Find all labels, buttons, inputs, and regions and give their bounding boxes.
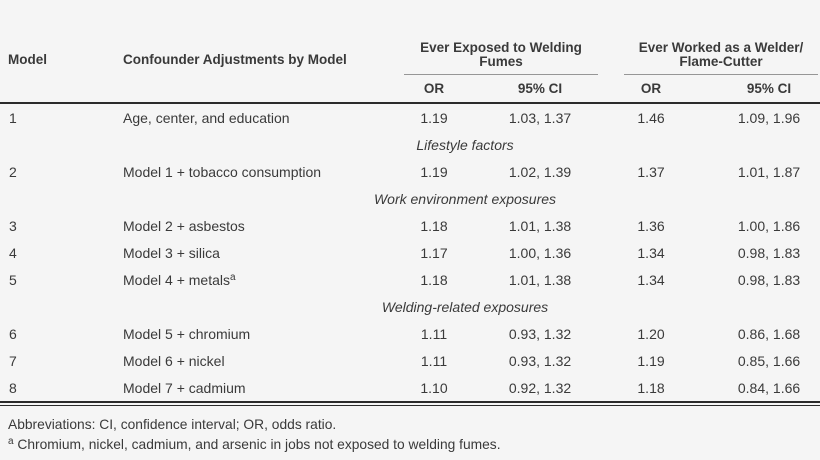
table-row: 3 Model 2 + asbestos 1.18 1.01, 1.38 1.3… [0, 212, 820, 239]
model-number-cell: 5 [9, 271, 17, 288]
footnote-marker: a [230, 271, 236, 283]
or-value-cell: 1.34 [637, 271, 665, 288]
or-value-cell: 1.34 [637, 244, 665, 261]
table-row: 8 Model 7 + cadmium 1.10 0.92, 1.32 1.18… [0, 374, 820, 401]
table-header: Model Confounder Adjustments by Model Ev… [0, 30, 820, 103]
model-number-cell: 4 [9, 244, 17, 261]
or-value-cell: 1.46 [637, 109, 665, 126]
column-header-ci-1: 95% CI [517, 81, 563, 96]
group-header-line: Ever Exposed to Welding [420, 40, 582, 55]
table-row: 2 Model 1 + tobacco consumption 1.19 1.0… [0, 158, 820, 185]
confounder-label-cell: Model 7 + cadmium [123, 379, 246, 396]
column-header-confounder: Confounder Adjustments by Model [123, 51, 347, 67]
results-table: Model Confounder Adjustments by Model Ev… [0, 30, 820, 401]
ci-value-cell: 0.86, 1.68 [737, 325, 801, 342]
ci-value-cell: 1.01, 1.38 [508, 271, 572, 288]
or-value-cell: 1.18 [637, 379, 665, 396]
section-label: Lifestyle factors [416, 136, 514, 153]
table-row: 4 Model 3 + silica 1.17 1.00, 1.36 1.34 … [0, 239, 820, 266]
confounder-label-cell: Model 1 + tobacco consumption [123, 163, 322, 180]
column-header-or-1: OR [423, 81, 445, 96]
model-number-cell: 8 [9, 379, 17, 396]
or-value-cell: 1.19 [420, 109, 448, 126]
footnote-a-text: Chromium, nickel, cadmium, and arsenic i… [17, 437, 501, 452]
table-row: 1 Age, center, and education 1.19 1.03, … [0, 103, 820, 131]
model-number-cell: 7 [9, 352, 17, 369]
confounder-label-cell: Model 3 + silica [123, 244, 220, 261]
group-header-row: Model Confounder Adjustments by Model Ev… [0, 30, 820, 75]
ci-value-cell: 1.02, 1.39 [508, 163, 572, 180]
ci-value-cell: 0.93, 1.32 [508, 325, 572, 342]
confounder-label-cell: Model 5 + chromium [123, 325, 251, 342]
footnote-marker: a [8, 436, 14, 447]
confounder-label-cell: Model 4 + metalsa [118, 266, 398, 293]
group-header-welding-fumes-label: Ever Exposed to Welding Fumes [404, 40, 599, 75]
section-row-lifestyle: Lifestyle factors [0, 131, 820, 158]
sub-header-row: OR 95% CI OR 95% CI [0, 75, 820, 103]
or-value-cell: 1.18 [420, 271, 448, 288]
or-value-cell: 1.37 [637, 163, 665, 180]
abbreviations-note: Abbreviations: CI, confidence interval; … [8, 417, 337, 432]
footnote-a: a Chromium, nickel, cadmium, and arsenic… [8, 435, 820, 455]
table-row: 6 Model 5 + chromium 1.11 0.93, 1.32 1.2… [0, 320, 820, 347]
ci-value-cell: 1.01, 1.87 [737, 163, 801, 180]
section-row-work-environment: Work environment exposures [0, 185, 820, 212]
table-footnotes: Abbreviations: CI, confidence interval; … [0, 415, 820, 455]
section-cell: Welding-related exposures [0, 293, 820, 320]
column-header-or-2: OR [640, 81, 662, 96]
section-label: Work environment exposures [373, 190, 557, 207]
ci-value-cell: 0.93, 1.32 [508, 352, 572, 369]
section-cell: Lifestyle factors [0, 131, 820, 158]
or-value-cell: 1.20 [637, 325, 665, 342]
table-bottom-rule [0, 401, 820, 406]
column-header-model: Model [8, 51, 47, 67]
table-row: 5 Model 4 + metalsa 1.18 1.01, 1.38 1.34… [0, 266, 820, 293]
ci-value-cell: 1.09, 1.96 [737, 109, 801, 126]
ci-value-cell: 1.00, 1.86 [737, 217, 801, 234]
or-value-cell: 1.11 [420, 325, 448, 342]
ci-value-cell: 1.03, 1.37 [508, 109, 572, 126]
model-number-cell: 1 [9, 109, 17, 126]
or-value-cell: 1.18 [420, 217, 448, 234]
confounder-label-text: Model 4 + metals [123, 271, 230, 288]
section-label: Welding-related exposures [381, 298, 549, 315]
or-value-cell: 1.19 [420, 163, 448, 180]
confounder-label-cell: Age, center, and education [123, 109, 290, 126]
group-header-line: Flame-Cutter [679, 54, 763, 69]
confounder-label-cell: Model 6 + nickel [123, 352, 225, 369]
ci-value-cell: 0.92, 1.32 [508, 379, 572, 396]
or-value-cell: 1.17 [420, 244, 448, 261]
table-body: 1 Age, center, and education 1.19 1.03, … [0, 103, 820, 401]
ci-value-cell: 1.01, 1.38 [508, 217, 572, 234]
group-header-welder-flamecutter-label: Ever Worked as a Welder/ Flame-Cutter [624, 40, 819, 75]
model-number-cell: 2 [9, 163, 17, 180]
model-number-cell: 6 [9, 325, 17, 342]
or-value-cell: 1.10 [420, 379, 448, 396]
group-header-welding-fumes: Ever Exposed to Welding Fumes [398, 30, 610, 75]
ci-value-cell: 1.00, 1.36 [508, 244, 572, 261]
group-header-welder-flamecutter: Ever Worked as a Welder/ Flame-Cutter [610, 30, 820, 75]
ci-value-cell: 0.85, 1.66 [737, 352, 801, 369]
table-row: 7 Model 6 + nickel 1.11 0.93, 1.32 1.19 … [0, 347, 820, 374]
or-value-cell: 1.19 [637, 352, 665, 369]
group-header-line: Ever Worked as a Welder/ [638, 40, 804, 55]
ci-value-cell: 0.84, 1.66 [737, 379, 801, 396]
or-value-cell: 1.36 [637, 217, 665, 234]
section-cell: Work environment exposures [0, 185, 820, 212]
ci-value-cell: 0.98, 1.83 [737, 244, 801, 261]
section-row-welding-related: Welding-related exposures [0, 293, 820, 320]
model-number-cell: 3 [9, 217, 17, 234]
confounder-label-cell: Model 2 + asbestos [123, 217, 245, 234]
group-header-line: Fumes [479, 54, 523, 69]
column-header-ci-2: 95% CI [746, 81, 792, 96]
ci-value-cell: 0.98, 1.83 [737, 271, 801, 288]
or-value-cell: 1.11 [420, 352, 448, 369]
